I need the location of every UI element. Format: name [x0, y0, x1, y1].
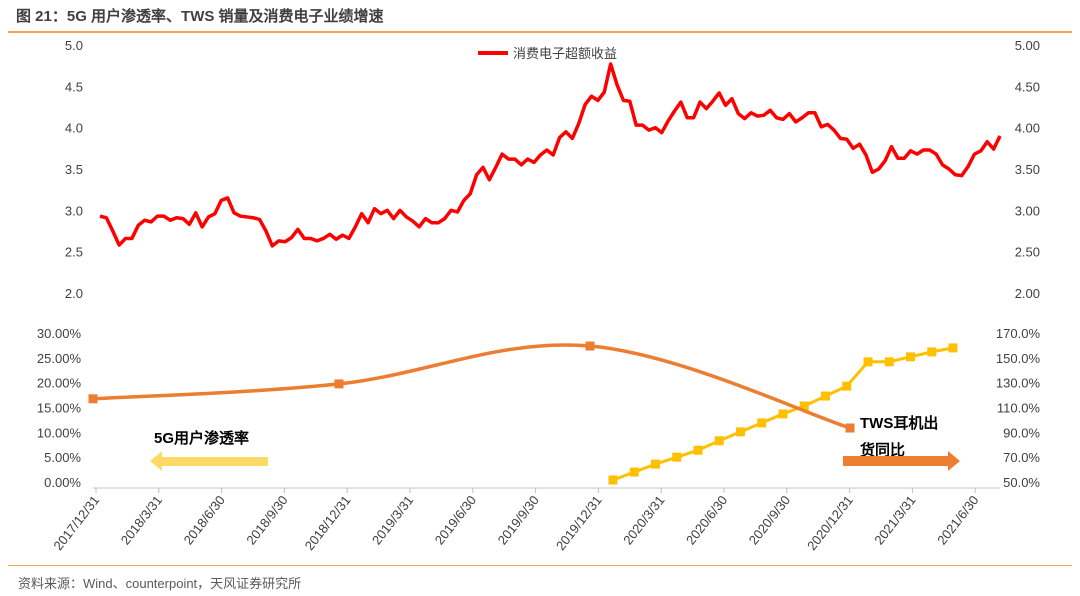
source-note: 资料来源：Wind、counterpoint，天风证券研究所: [18, 576, 302, 591]
annotation-tws-label-1: TWS耳机出: [860, 414, 938, 432]
y-right-tick-top: 4.50: [1015, 79, 1040, 94]
y-left-tick-bottom: 20.00%: [37, 376, 82, 391]
x-tick-label: 2018/12/31: [302, 493, 354, 554]
x-tick-label: 2018/6/30: [181, 493, 228, 548]
y-left-tick-bottom: 30.00%: [37, 326, 82, 341]
x-tick-label: 2019/6/30: [432, 493, 479, 548]
y-left-tick-bottom: 5.00%: [44, 450, 81, 465]
tws-shipment-yoy-marker: [845, 423, 855, 433]
y-right-tick-top: 2.50: [1015, 245, 1040, 260]
y-left-tick-top: 4.5: [65, 79, 83, 94]
footer-divider: [8, 565, 1072, 566]
y-right-tick-bottom: 90.0%: [1003, 425, 1040, 440]
y-left-tick-top: 4.0: [65, 121, 83, 136]
5g-penetration-marker: [629, 467, 639, 477]
annotation-5g-label: 5G用户渗透率: [154, 429, 249, 447]
5g-penetration-marker: [863, 357, 873, 367]
y-left-tick-bottom: 25.00%: [37, 351, 82, 366]
5g-penetration-marker: [778, 409, 788, 419]
y-right-tick-top: 3.50: [1015, 162, 1040, 177]
x-tick-label: 2018/3/31: [118, 493, 165, 548]
y-right-tick-bottom: 110.0%: [997, 401, 1041, 416]
figure-title: 图 21：5G 用户渗透率、TWS 销量及消费电子业绩增速: [16, 8, 384, 25]
5g-penetration-marker: [672, 452, 682, 462]
y-right-tick-bottom: 70.0%: [1003, 450, 1040, 465]
x-tick-label: 2020/12/31: [804, 493, 856, 554]
x-tick-label: 2021/6/30: [934, 493, 981, 548]
5g-penetration-marker: [608, 475, 618, 485]
y-left-tick-top: 2.5: [65, 245, 83, 260]
y-right-tick-bottom: 150.0%: [996, 351, 1041, 366]
x-tick-label: 2020/9/30: [746, 493, 793, 548]
5g-penetration-marker: [757, 418, 767, 428]
y-left-tick-top: 3.0: [65, 203, 83, 218]
tws-shipment-yoy-marker: [88, 394, 98, 404]
y-right-tick-bottom: 50.0%: [1003, 475, 1040, 490]
5g-penetration-marker: [927, 347, 937, 357]
x-tick-label: 2019/9/30: [495, 493, 542, 548]
5g-penetration-marker: [906, 352, 915, 362]
y-right-tick-bottom: 130.0%: [996, 376, 1041, 391]
x-tick-label: 2019/12/31: [553, 493, 605, 554]
x-tick-label: 2019/3/31: [369, 493, 416, 548]
y-left-tick-bottom: 0.00%: [44, 475, 81, 490]
y-right-tick-bottom: 170.0%: [996, 326, 1041, 341]
y-left-tick-top: 2.0: [65, 286, 83, 301]
x-tick-label: 2017/12/31: [50, 493, 102, 554]
x-tick-label: 2021/3/31: [871, 493, 918, 548]
excess-return-line: [99, 62, 1002, 248]
5g-penetration-marker: [693, 445, 703, 455]
tws-shipment-yoy-line: [92, 343, 851, 430]
5g-penetration-marker: [799, 401, 809, 411]
5g-penetration-marker: [948, 343, 958, 353]
left-arrow-icon: [150, 451, 268, 471]
tws-shipment-yoy-marker: [585, 341, 595, 351]
right-arrow-icon: [843, 451, 960, 471]
x-tick-label: 2020/6/30: [683, 493, 730, 548]
5g-penetration-marker: [651, 459, 660, 469]
5g-penetration-marker: [714, 436, 724, 446]
5g-penetration-marker: [736, 427, 745, 437]
y-left-tick-bottom: 15.00%: [37, 401, 82, 416]
annotation-tws-label-2: 货同比: [860, 441, 905, 459]
y-right-tick-top: 3.00: [1015, 203, 1040, 218]
x-tick-label: 2018/9/30: [243, 493, 290, 548]
tws-shipment-yoy-marker: [334, 379, 344, 389]
x-tick-label: 2020/3/31: [620, 493, 667, 548]
y-left-tick-bottom: 10.00%: [37, 425, 82, 440]
5g-penetration-marker: [842, 381, 852, 391]
y-right-tick-top: 4.00: [1015, 121, 1040, 136]
y-left-tick-top: 5.0: [65, 38, 83, 53]
legend-label-excess-return: 消费电子超额收益: [513, 46, 617, 61]
y-right-tick-top: 2.00: [1015, 286, 1040, 301]
5g-penetration-marker: [884, 357, 894, 367]
5g-penetration-marker: [821, 391, 830, 401]
title-divider: [8, 31, 1072, 33]
y-right-tick-top: 5.00: [1015, 38, 1040, 53]
y-left-tick-top: 3.5: [65, 162, 83, 177]
